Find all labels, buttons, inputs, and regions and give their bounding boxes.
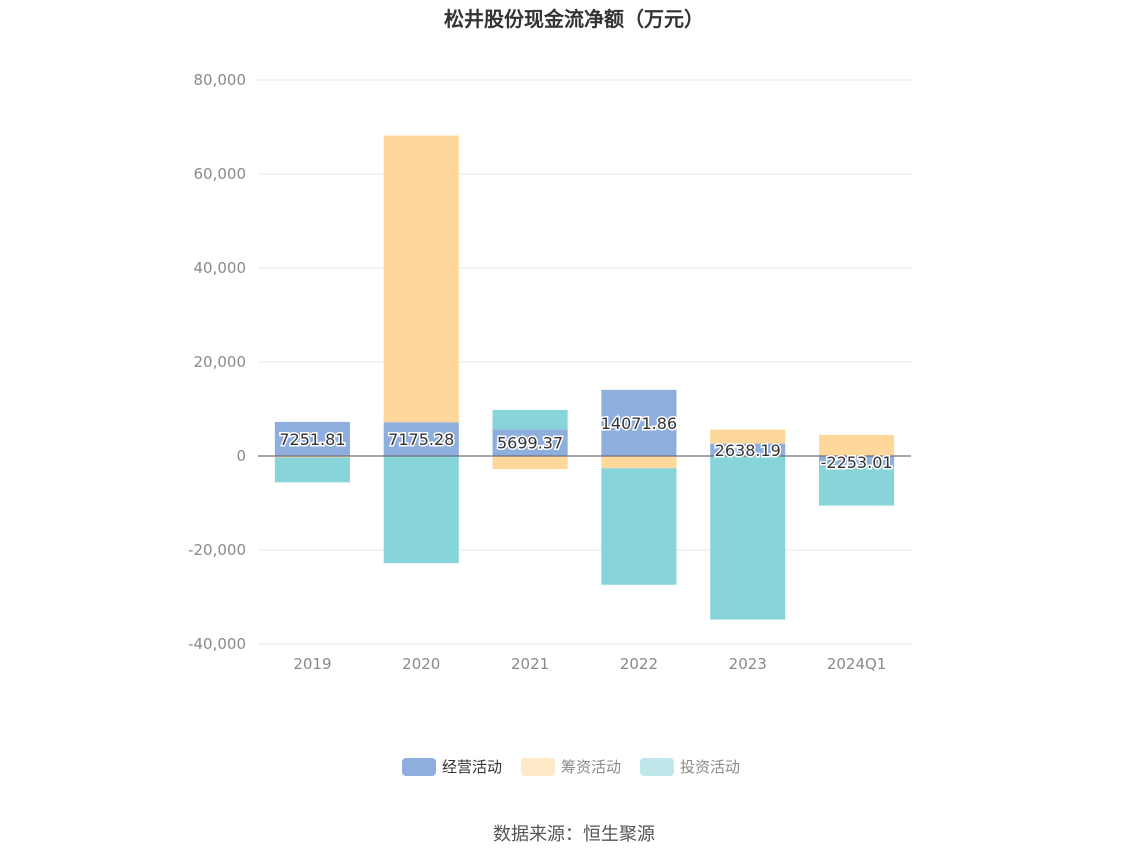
data-label-2023: 2638.19 (715, 441, 781, 460)
x-tick-label: 2020 (402, 655, 440, 673)
bar-2022-series-0 (601, 389, 677, 456)
y-tick-label: 60,000 (194, 165, 247, 183)
legend-swatch (640, 758, 674, 776)
legend-label: 筹资活动 (561, 758, 621, 776)
bar-2021-series-1 (492, 456, 568, 470)
data-label-2024Q1: -2253.01 (821, 453, 893, 472)
bar-2019-series-0 (274, 421, 350, 456)
bar-2022-series-1 (601, 456, 677, 469)
bar-2021-series-0 (492, 429, 568, 456)
bar-2022-series-2 (601, 468, 677, 585)
x-tick-label: 2021 (511, 655, 549, 673)
bars (274, 135, 895, 620)
legend-item-2[interactable]: 投资活动 (640, 758, 740, 776)
bar-2020-series-1 (383, 135, 459, 423)
bar-2019-series-1 (274, 456, 350, 458)
bar-2020-series-0 (383, 422, 459, 456)
legend-swatch (402, 758, 436, 776)
legend-swatch (521, 758, 555, 776)
data-labels: 7251.81 7175.28 5699.37 14071.86 2638.19 -225… (278, 412, 894, 473)
legend-item-1[interactable]: 筹资活动 (521, 758, 621, 776)
data-label-2022: 14071.86 (601, 414, 677, 433)
y-tick-label: 0 (236, 447, 246, 465)
bar-2024Q1-series-1 (819, 434, 895, 456)
y-tick-label: -40,000 (188, 635, 246, 653)
data-label-2019: 7251.81 (279, 430, 345, 449)
data-label-2020: 7175.28 (388, 430, 454, 449)
legend-label: 投资活动 (680, 758, 740, 776)
y-axis-tick-labels: -40,000 -20,000 0 20,000 40,000 60,000 80,000 (188, 71, 246, 653)
bar-2023-series-2 (710, 456, 786, 620)
bar-2021-series-2 (492, 409, 568, 430)
x-tick-label: 2024Q1 (827, 655, 887, 673)
y-tick-label: 20,000 (194, 353, 247, 371)
data-source-text: 数据来源：恒生聚源 (493, 824, 655, 845)
x-tick-label: 2022 (620, 655, 658, 673)
legend-item-0[interactable]: 经营活动 (402, 758, 502, 776)
bar-2024Q1-series-2 (819, 466, 895, 506)
x-axis-tick-labels: 2019 2020 2021 2022 2023 2024Q1 (293, 655, 886, 673)
chart-title: 松井股份现金流净额（万元） (444, 7, 704, 31)
legend: 经营活动 筹资活动 投资活动 (402, 758, 740, 776)
bar-2023-series-1 (710, 429, 786, 444)
data-label-2021: 5699.37 (497, 434, 563, 453)
legend-label: 经营活动 (442, 758, 502, 776)
y-tick-label: 40,000 (194, 259, 247, 277)
x-tick-label: 2019 (293, 655, 331, 673)
bar-2019-series-2 (274, 457, 350, 483)
y-tick-label: -20,000 (188, 541, 246, 559)
x-tick-label: 2023 (729, 655, 767, 673)
grid-lines (258, 79, 911, 645)
bar-2020-series-2 (383, 456, 459, 564)
bar-2023-series-0 (710, 443, 786, 456)
y-tick-label: 80,000 (194, 71, 247, 89)
bar-2024Q1-series-0 (819, 456, 895, 467)
